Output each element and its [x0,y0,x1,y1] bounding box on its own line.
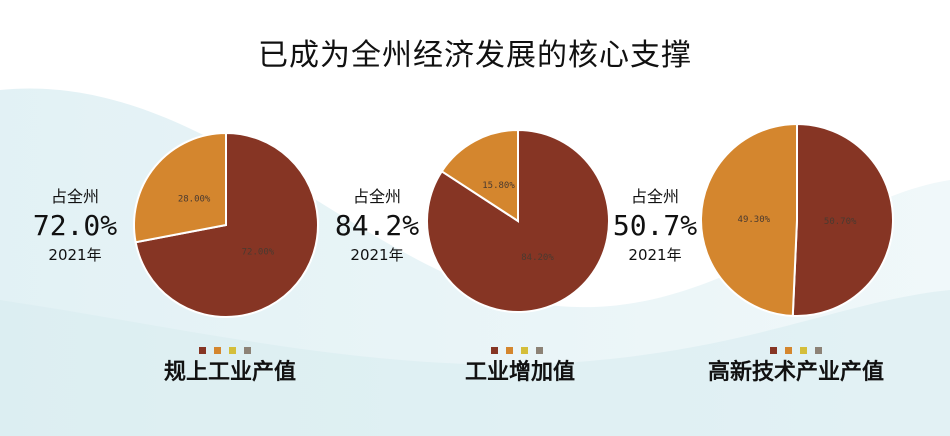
legend-swatch [244,347,251,354]
stat-value: 50.7% [612,209,698,242]
legend-swatch [521,347,528,354]
pie-slice [791,122,894,317]
slice-label: 84.20% [521,253,554,263]
stat-year: 2021年 [628,246,682,264]
slice-label: 28.00% [178,195,211,205]
legend-swatch [785,347,792,354]
legend-3 [770,347,822,354]
slice-label: 72.00% [242,247,275,257]
stat-block-3: 占全州 50.7% 2021年 [600,183,710,265]
stat-block-1: 占全州 72.0% 2021年 [20,183,130,265]
chart-caption-3: 高新技术产业产值 [707,360,884,385]
pie-slice [133,131,227,244]
pie-slice [700,122,798,317]
chart-caption-2: 工业增加值 [464,360,575,385]
legend-swatch [536,347,543,354]
chart-caption-1: 规上工业产值 [163,360,296,385]
legend-swatch [506,347,513,354]
page-title: 已成为全州经济发展的核心支撑 [258,38,692,73]
legend-swatch [199,347,206,354]
stat-block-2: 占全州 84.2% 2021年 [322,183,432,265]
legend-2 [491,347,543,354]
pie-slice [440,128,519,223]
legend-swatch [770,347,777,354]
legend-swatch [214,347,221,354]
slice-label: 49.30% [738,215,771,225]
slice-label: 50.70% [824,217,857,227]
legend-swatch [491,347,498,354]
stat-label: 占全州 [50,187,99,206]
legend-1 [199,347,251,354]
legend-swatch [815,347,822,354]
stat-value: 72.0% [32,209,118,242]
stat-value: 84.2% [334,209,420,242]
legend-swatch [800,347,807,354]
stat-year: 2021年 [48,246,102,264]
slice-label: 15.80% [482,181,515,191]
stat-year: 2021年 [350,246,404,264]
stat-label: 占全州 [630,187,679,206]
legend-swatch [229,347,236,354]
stat-label: 占全州 [352,187,401,206]
